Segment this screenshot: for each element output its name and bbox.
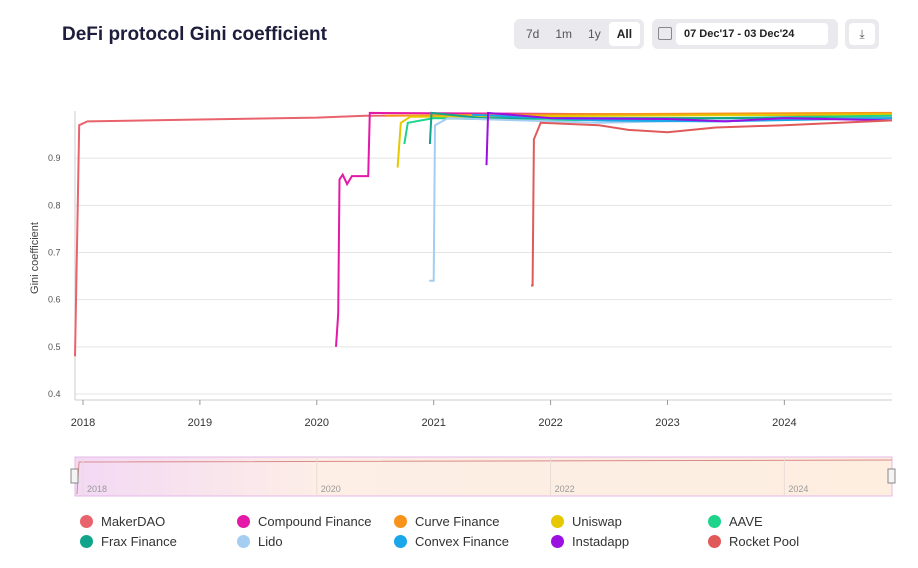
legend-item[interactable]: AAVE xyxy=(708,514,828,529)
x-tick-label: 2024 xyxy=(772,417,796,429)
legend-item[interactable]: MakerDAO xyxy=(80,514,237,529)
y-axis-label: Gini coefficient xyxy=(29,222,41,294)
y-tick-label: 0.6 xyxy=(48,295,61,305)
legend-label: Frax Finance xyxy=(101,534,177,549)
navigator-right-handle[interactable] xyxy=(887,468,896,484)
legend-label: MakerDAO xyxy=(101,514,166,529)
series-line-lido[interactable] xyxy=(429,117,893,282)
range-selector: 7d 1m 1y All xyxy=(514,19,645,49)
legend-item[interactable]: Compound Finance xyxy=(237,514,394,529)
legend-marker-icon xyxy=(551,515,564,528)
download-button[interactable]: ⤓ xyxy=(845,19,879,49)
legend-item[interactable]: Rocket Pool xyxy=(708,534,828,549)
legend-item[interactable]: Instadapp xyxy=(551,534,708,549)
legend-marker-icon xyxy=(708,535,721,548)
page-title: DeFi protocol Gini coefficient xyxy=(62,24,327,45)
x-tick-label: 2023 xyxy=(655,417,679,429)
legend-marker-icon xyxy=(394,535,407,548)
legend-marker-icon xyxy=(80,535,93,548)
series-line-compound-finance[interactable] xyxy=(335,111,893,347)
navigator-tick-label: 2020 xyxy=(321,484,341,494)
series-line-curve-finance[interactable] xyxy=(384,111,893,117)
legend-marker-icon xyxy=(708,515,721,528)
legend-item[interactable]: Lido xyxy=(237,534,394,549)
legend-marker-icon xyxy=(80,515,93,528)
series-line-instadapp[interactable] xyxy=(485,111,893,166)
download-icon: ⤓ xyxy=(849,23,875,45)
legend-item[interactable]: Uniswap xyxy=(551,514,708,529)
y-tick-label: 0.7 xyxy=(48,248,61,258)
date-range-picker[interactable]: 07 Dec'17 - 03 Dec'24 xyxy=(652,19,838,49)
legend-label: Lido xyxy=(258,534,283,549)
series-line-frax-finance[interactable] xyxy=(428,111,892,145)
range-7d[interactable]: 7d xyxy=(526,27,540,41)
legend-label: Convex Finance xyxy=(415,534,509,549)
x-tick-label: 2020 xyxy=(305,417,329,429)
x-tick-label: 2022 xyxy=(538,417,562,429)
legend-marker-icon xyxy=(394,515,407,528)
x-tick-label: 2018 xyxy=(71,417,95,429)
legend: MakerDAO Compound Finance Curve Finance Uni… xyxy=(80,514,828,549)
range-1y[interactable]: 1y xyxy=(588,27,601,41)
legend-label: Uniswap xyxy=(572,514,622,529)
navigator[interactable] xyxy=(74,456,893,497)
navigator-tick-label: 2024 xyxy=(788,484,808,494)
range-1m[interactable]: 1m xyxy=(555,27,573,41)
series-line-uniswap[interactable] xyxy=(396,113,893,168)
legend-label: Rocket Pool xyxy=(729,534,800,549)
legend-label: Instadapp xyxy=(572,534,630,549)
calendar-icon xyxy=(658,27,672,40)
range-all[interactable]: All xyxy=(608,22,641,46)
x-tick-label: 2019 xyxy=(188,417,212,429)
legend-label: Compound Finance xyxy=(258,514,372,529)
y-tick-label: 0.9 xyxy=(48,153,61,163)
legend-marker-icon xyxy=(237,515,250,528)
series-line-makerdao[interactable] xyxy=(74,112,893,357)
legend-marker-icon xyxy=(237,535,250,548)
legend-item[interactable]: Curve Finance xyxy=(394,514,551,529)
date-range-value[interactable]: 07 Dec'17 - 03 Dec'24 xyxy=(676,23,828,45)
legend-item[interactable]: Frax Finance xyxy=(80,534,237,549)
navigator-tick-label: 2022 xyxy=(555,484,575,494)
series-line-rocket-pool[interactable] xyxy=(531,119,893,287)
x-tick-label: 2021 xyxy=(421,417,445,429)
y-tick-label: 0.8 xyxy=(48,200,61,210)
y-tick-label: 0.5 xyxy=(48,342,61,352)
legend-item[interactable]: Convex Finance xyxy=(394,534,551,549)
y-tick-label: 0.4 xyxy=(48,389,61,399)
legend-marker-icon xyxy=(551,535,564,548)
legend-label: Curve Finance xyxy=(415,514,500,529)
navigator-tick-label: 2018 xyxy=(87,484,107,494)
navigator-left-handle[interactable] xyxy=(70,468,79,484)
legend-label: AAVE xyxy=(729,514,763,529)
